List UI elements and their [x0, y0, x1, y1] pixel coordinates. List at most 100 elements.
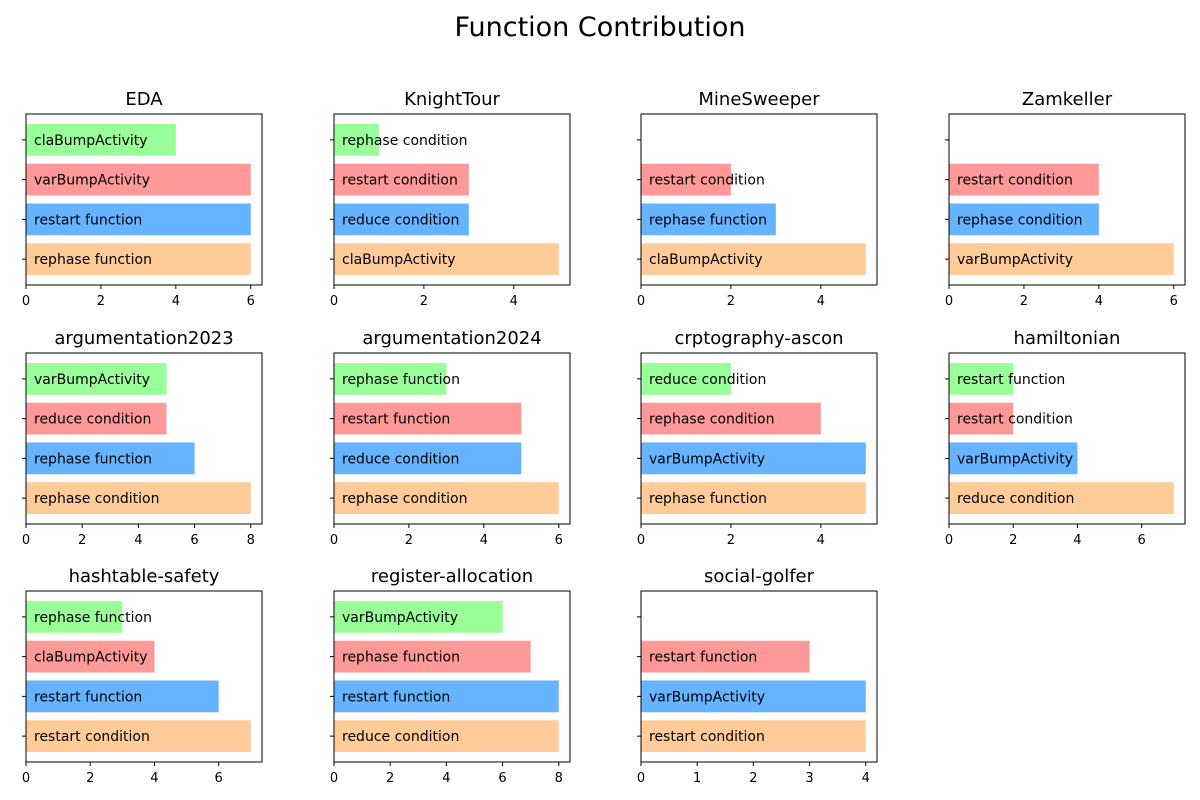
bar-label: claBumpActivity	[649, 252, 763, 268]
x-tick-label: 1	[693, 771, 701, 786]
bar-label: rephase function	[34, 252, 152, 268]
axes-frame	[948, 352, 1186, 525]
bar-label: reduce condition	[34, 412, 151, 428]
bar	[334, 243, 559, 276]
x-tick-label: 0	[330, 771, 338, 786]
x-tick-label: 4	[817, 533, 825, 548]
x-tick-label: 0	[637, 533, 645, 548]
x-tick-label: 4	[150, 771, 158, 786]
axes-frame	[25, 352, 263, 525]
x-tick-label: 6	[1170, 294, 1178, 309]
x-tick-label: 0	[945, 533, 953, 548]
x-tick-label: 0	[330, 294, 338, 309]
bar	[26, 243, 251, 276]
bar-label: restart condition	[957, 412, 1073, 428]
bar	[26, 123, 176, 156]
bar	[949, 482, 1174, 515]
bar	[641, 442, 866, 475]
axes-frame	[640, 352, 878, 525]
bar-label: rephase condition	[649, 412, 775, 428]
bar-label: rephase function	[342, 650, 460, 666]
bar-label: claBumpActivity	[342, 252, 456, 268]
bar-label: rephase function	[649, 212, 767, 228]
bar-label: varBumpActivity	[34, 173, 150, 189]
bar	[26, 203, 251, 236]
bar-label: varBumpActivity	[649, 689, 765, 705]
bar	[334, 720, 559, 753]
x-tick-label: 4	[172, 294, 180, 309]
x-tick-label: 4	[1095, 294, 1103, 309]
subplot-title: crptography-ascon	[674, 328, 843, 349]
x-tick-label: 2	[420, 294, 428, 309]
bar	[641, 640, 810, 673]
subplot-title: MineSweeper	[698, 89, 820, 110]
bar-label: varBumpActivity	[342, 610, 458, 626]
bar-label: restart condition	[649, 173, 765, 189]
subplot-1: EDA rephase function restart function varBu…	[22, 89, 263, 309]
subplot-title: Zamkeller	[1022, 89, 1113, 110]
bar	[334, 442, 522, 475]
x-tick-label: 2	[78, 533, 86, 548]
bar-label: rephase function	[342, 372, 460, 388]
x-tick-label: 0	[330, 533, 338, 548]
bar	[334, 640, 531, 673]
bar-label: varBumpActivity	[957, 252, 1073, 268]
bar-label: restart function	[342, 689, 450, 705]
subplot-5: argumentation2023 rephase condition rephas…	[22, 328, 263, 548]
x-tick-label: 3	[805, 771, 813, 786]
x-tick-label: 4	[480, 533, 488, 548]
bar	[949, 442, 1078, 475]
bar	[949, 163, 1099, 196]
bar	[26, 720, 251, 753]
bar	[334, 600, 503, 633]
x-tick-label: 4	[442, 771, 450, 786]
x-tick-label: 6	[190, 533, 198, 548]
x-tick-label: 8	[247, 533, 255, 548]
x-tick-label: 2	[1020, 294, 1028, 309]
subplot-title: argumentation2023	[54, 328, 233, 349]
bar-label: rephase condition	[342, 133, 468, 149]
x-tick-label: 6	[1138, 533, 1146, 548]
axes-frame	[640, 113, 878, 286]
axes-frame	[640, 590, 878, 763]
bar	[641, 203, 776, 236]
x-tick-label: 6	[555, 533, 563, 548]
subplot-10: register-allocation reduce condition resta…	[330, 566, 571, 786]
x-tick-label: 0	[22, 771, 30, 786]
axes-frame	[948, 113, 1186, 286]
x-tick-label: 0	[945, 294, 953, 309]
bar	[641, 482, 866, 515]
bar-label: restart function	[649, 650, 757, 666]
bar-label: claBumpActivity	[34, 133, 148, 149]
x-tick-label: 0	[22, 294, 30, 309]
bar	[26, 600, 123, 633]
x-tick-label: 2	[97, 294, 105, 309]
bar	[26, 163, 251, 196]
x-tick-label: 2	[386, 771, 394, 786]
x-tick-label: 6	[247, 294, 255, 309]
bar-label: reduce condition	[649, 372, 766, 388]
subplot-9: hashtable-safety restart condition restart…	[22, 566, 263, 786]
bar	[334, 203, 469, 236]
subplot-8: hamiltonian reduce condition varBumpActivi…	[945, 328, 1186, 548]
subplot-title: KnightTour	[404, 89, 500, 110]
bar-label: reduce condition	[957, 491, 1074, 507]
axes-frame	[333, 113, 571, 286]
x-tick-label: 6	[215, 771, 223, 786]
x-tick-label: 4	[1073, 533, 1081, 548]
bar-label: rephase condition	[342, 491, 468, 507]
bar	[334, 680, 559, 713]
subplot-11: social-golfer restart condition varBumpAct…	[637, 566, 878, 786]
subplot-4: Zamkeller varBumpActivity rephase conditio…	[945, 89, 1186, 309]
x-tick-label: 0	[637, 771, 645, 786]
x-tick-label: 2	[405, 533, 413, 548]
bar	[334, 123, 379, 156]
bar	[641, 243, 866, 276]
bar	[949, 203, 1099, 236]
x-tick-label: 2	[727, 294, 735, 309]
bar	[334, 402, 522, 435]
subplot-title: EDA	[125, 89, 163, 110]
x-tick-label: 2	[749, 771, 757, 786]
bar	[641, 163, 731, 196]
x-tick-label: 4	[862, 771, 870, 786]
